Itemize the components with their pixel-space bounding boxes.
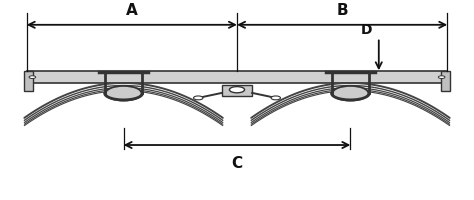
Text: A: A xyxy=(126,3,138,18)
Text: D: D xyxy=(361,23,373,37)
Bar xyxy=(222,85,252,96)
Circle shape xyxy=(193,96,203,100)
Circle shape xyxy=(271,96,281,100)
Bar xyxy=(27,72,447,84)
Bar xyxy=(24,72,33,91)
Text: C: C xyxy=(231,155,243,170)
Circle shape xyxy=(438,76,445,79)
Bar xyxy=(441,72,450,91)
Circle shape xyxy=(229,87,245,93)
Circle shape xyxy=(106,86,142,101)
Circle shape xyxy=(29,76,36,79)
Text: B: B xyxy=(337,3,348,18)
Circle shape xyxy=(332,86,368,101)
